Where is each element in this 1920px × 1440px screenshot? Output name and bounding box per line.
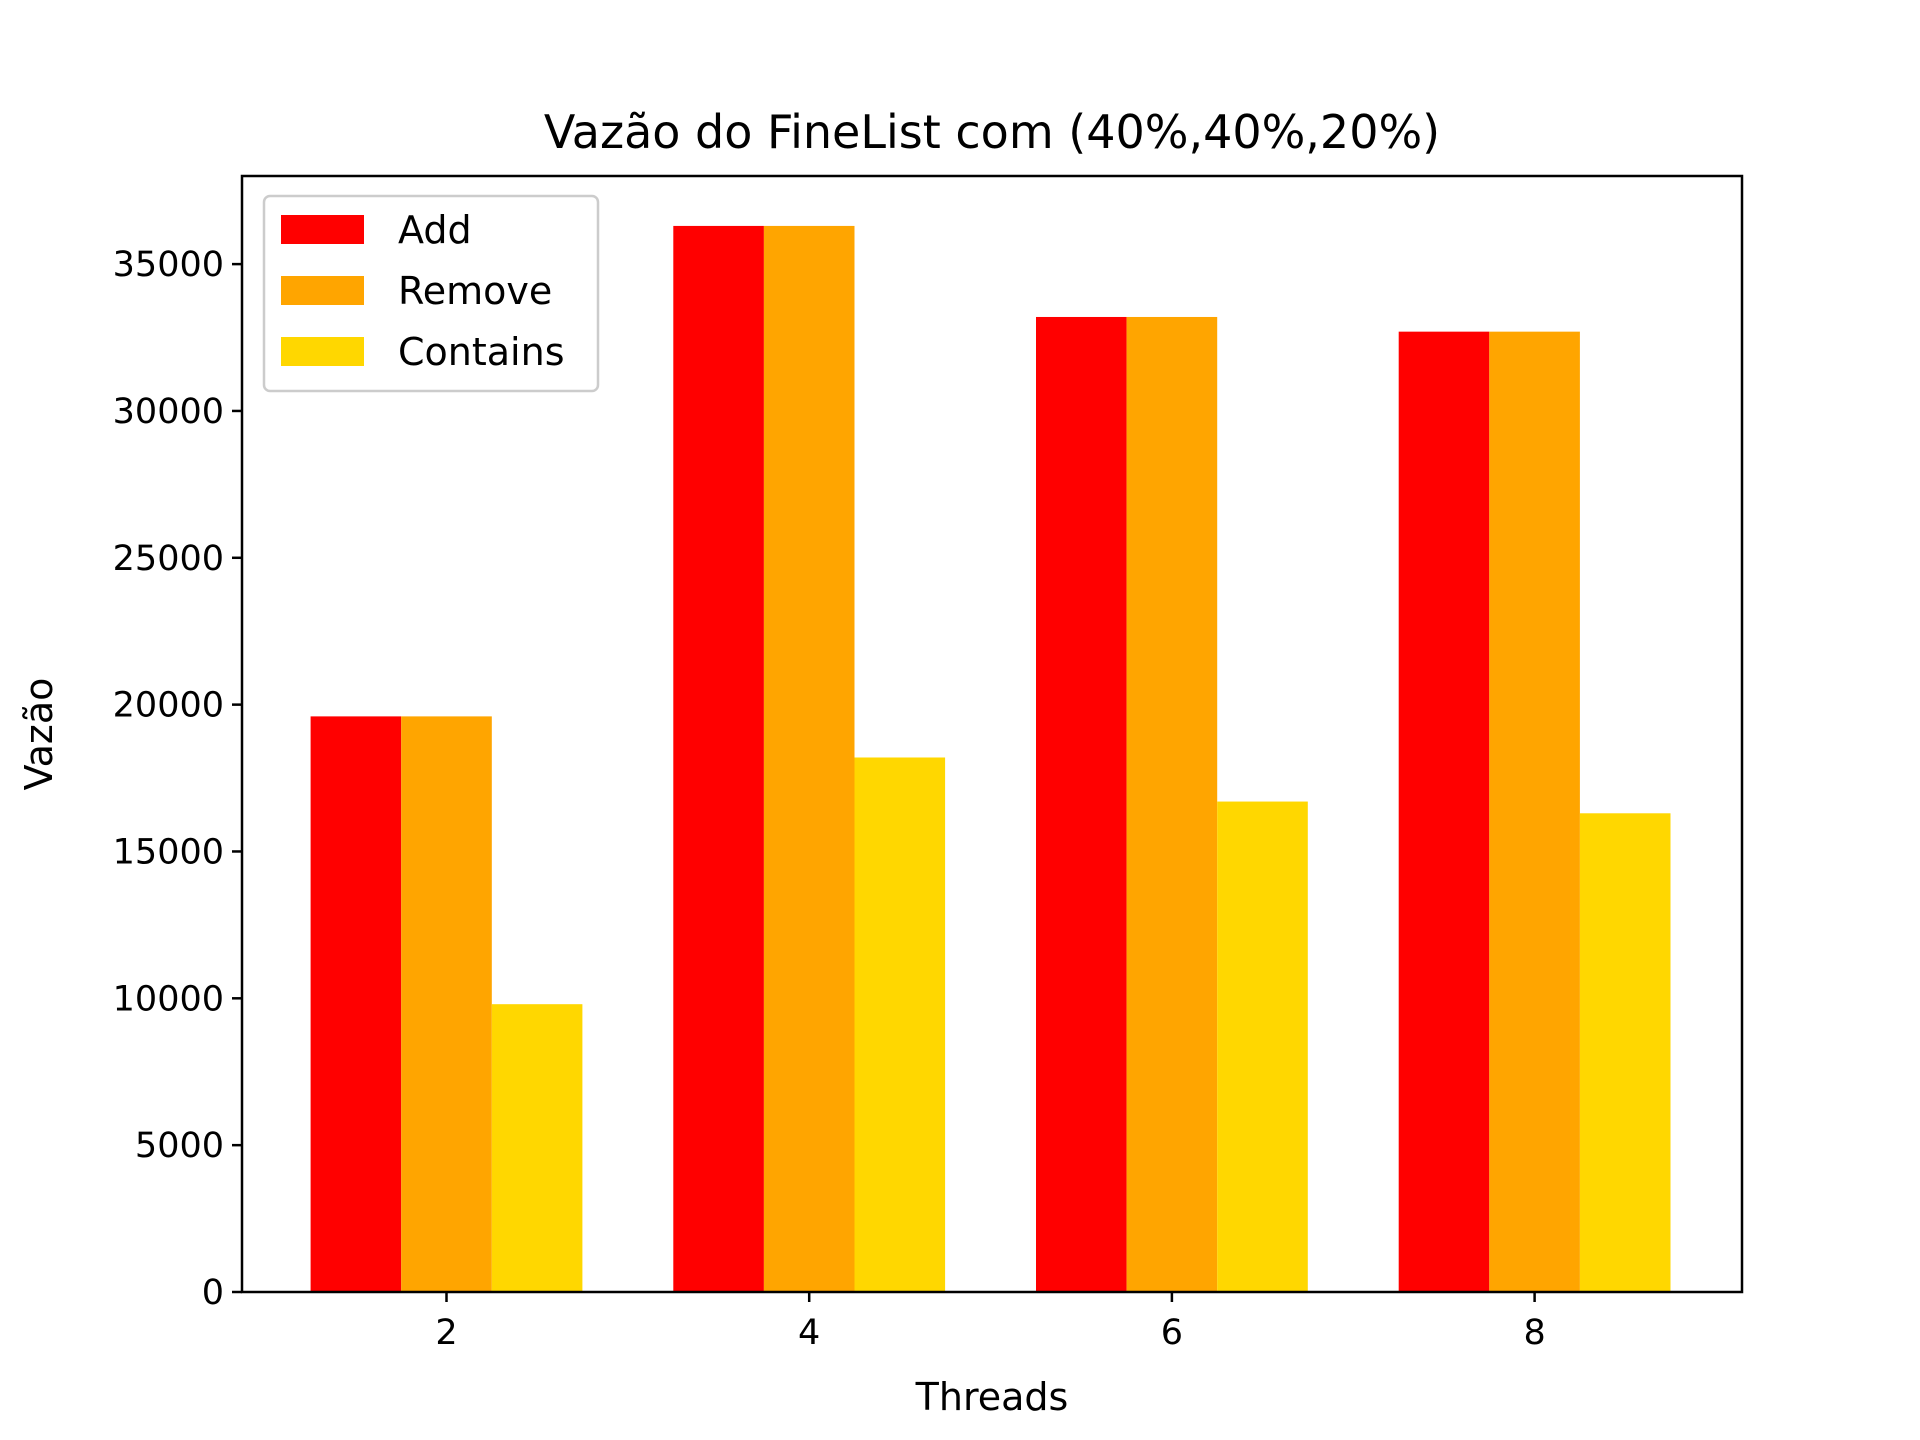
bar-contains-4 (854, 757, 946, 1292)
legend-swatch-contains (281, 337, 364, 366)
y-axis: 0 5000 10000 15000 20000 25000 30000 35000 (113, 245, 242, 1313)
bar-add-4 (673, 225, 764, 1293)
bar-remove-2 (401, 716, 492, 1292)
bar-add-6 (1036, 316, 1127, 1293)
x-tick-label-6: 6 (1161, 1313, 1183, 1353)
bar-add-8 (1398, 331, 1490, 1292)
y-tick-label-25000: 25000 (113, 539, 224, 579)
y-tick-label-10000: 10000 (113, 979, 224, 1019)
x-axis: 2 4 6 8 (435, 1292, 1546, 1353)
bar-contains-2 (491, 1004, 583, 1292)
y-tick-label-0: 0 (202, 1273, 224, 1313)
y-tick-label-15000: 15000 (113, 832, 224, 872)
legend-label-contains: Contains (398, 330, 565, 374)
bar-remove-8 (1489, 331, 1580, 1292)
x-axis-title: Threads (915, 1375, 1069, 1419)
bars-layer (310, 225, 1671, 1293)
plot-frame (240, 174, 1744, 1294)
bar-remove-6 (1126, 316, 1218, 1293)
legend-label-add: Add (398, 208, 472, 252)
bar-add-2 (310, 716, 402, 1292)
x-tick-label-2: 2 (435, 1313, 457, 1353)
y-tick-label-30000: 30000 (113, 392, 224, 432)
x-tick-label-8: 8 (1523, 1313, 1545, 1353)
legend-label-remove: Remove (398, 269, 552, 313)
chart-title: Vazão do FineList com (40%,40%,20%) (544, 105, 1440, 159)
y-axis-title: Vazão (17, 678, 61, 791)
y-tick-label-5000: 5000 (135, 1126, 224, 1166)
bar-remove-4 (763, 225, 855, 1293)
bar-contains-8 (1579, 813, 1671, 1292)
y-tick-label-35000: 35000 (113, 245, 224, 285)
y-tick-label-20000: 20000 (113, 686, 224, 726)
legend: Add Remove Contains (262, 194, 600, 393)
legend-swatch-add (281, 215, 364, 244)
x-tick-label-4: 4 (798, 1313, 820, 1353)
legend-swatch-remove (281, 276, 364, 305)
bar-contains-6 (1217, 801, 1308, 1292)
